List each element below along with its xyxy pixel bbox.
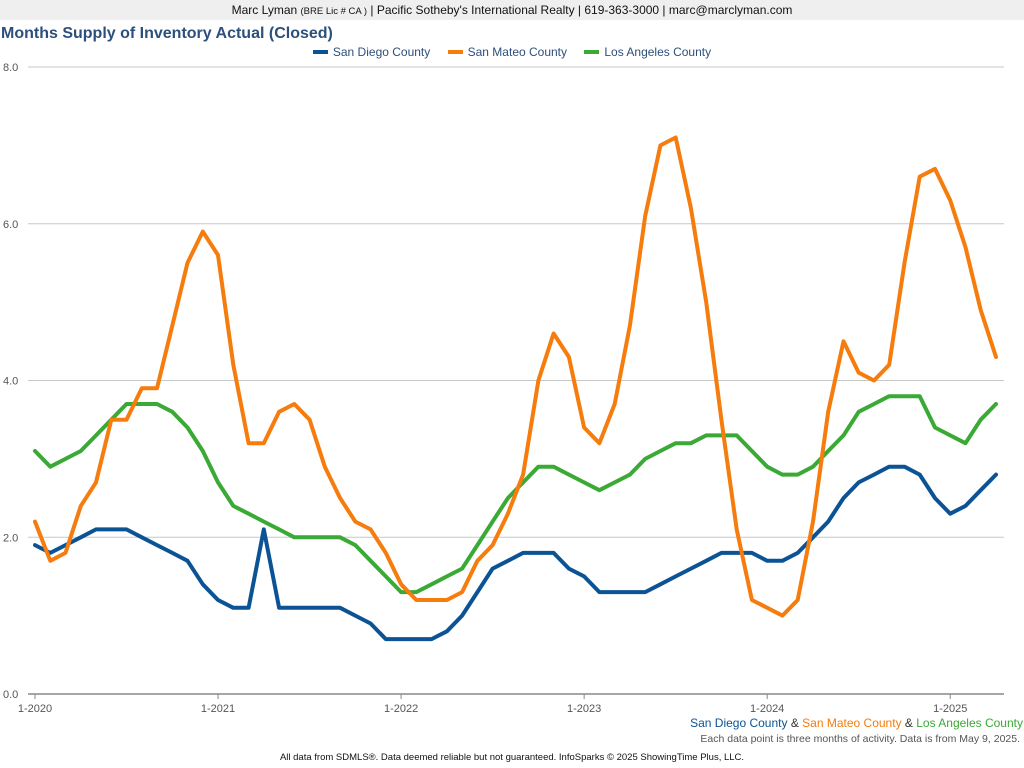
y-tick-label: 6.0 bbox=[3, 219, 18, 231]
x-tick-label: 1-2020 bbox=[18, 703, 52, 715]
chart-title: Months Supply of Inventory Actual (Close… bbox=[1, 25, 333, 42]
y-tick-label: 4.0 bbox=[3, 376, 18, 388]
legend-item-san-mateo: San Mateo County bbox=[447, 45, 568, 59]
agent-contact: | Pacific Sotheby's International Realty… bbox=[370, 3, 793, 17]
legend-item-san-diego: San Diego County bbox=[312, 45, 431, 59]
x-tick-label: 1-2022 bbox=[384, 703, 418, 715]
legend-label-san-diego: San Diego County bbox=[332, 45, 431, 59]
header-bar: Marc Lyman (BRE Lic # CA ) | Pacific Sot… bbox=[0, 0, 1024, 20]
legend-label-san-mateo: San Mateo County bbox=[467, 45, 568, 59]
x-tick-label: 1-2021 bbox=[201, 703, 235, 715]
chart-legend: San Diego County San Mateo County Los An… bbox=[0, 45, 1024, 59]
y-tick-label: 2.0 bbox=[3, 532, 18, 544]
san-diego-line bbox=[33, 464, 998, 642]
x-tick-label: 1-2024 bbox=[750, 703, 784, 715]
legend-swatch-los-angeles bbox=[584, 49, 600, 54]
y-tick-label: 0.0 bbox=[3, 689, 18, 701]
legend-label-los-angeles: Los Angeles County bbox=[604, 45, 712, 59]
footer-legend-separator: & bbox=[901, 716, 917, 730]
agent-name: Marc Lyman bbox=[231, 3, 298, 17]
footer-legend-separator: & bbox=[787, 716, 803, 730]
footer-legend-san-mateo: San Mateo County bbox=[802, 716, 902, 730]
legend-item-los-angeles: Los Angeles County bbox=[584, 45, 711, 59]
x-tick-label: 1-2025 bbox=[933, 703, 967, 715]
footer-legend-san-diego: San Diego County bbox=[690, 716, 788, 730]
footer-legend-los-angeles: Los Angeles County bbox=[916, 716, 1023, 730]
legend-swatch-san-diego bbox=[312, 49, 328, 54]
data-source: All data from SDMLS®. Data deemed reliab… bbox=[279, 752, 745, 763]
footer-legend: San Diego County & San Mateo County & Lo… bbox=[690, 716, 1023, 730]
data-note: Each data point is three months of activ… bbox=[700, 733, 1020, 745]
san-mateo-line bbox=[33, 135, 998, 618]
y-tick-label: 8.0 bbox=[3, 62, 18, 74]
license-number: (BRE Lic # CA ) bbox=[300, 6, 368, 17]
x-tick-label: 1-2023 bbox=[567, 703, 601, 715]
legend-swatch-san-mateo bbox=[447, 49, 463, 54]
